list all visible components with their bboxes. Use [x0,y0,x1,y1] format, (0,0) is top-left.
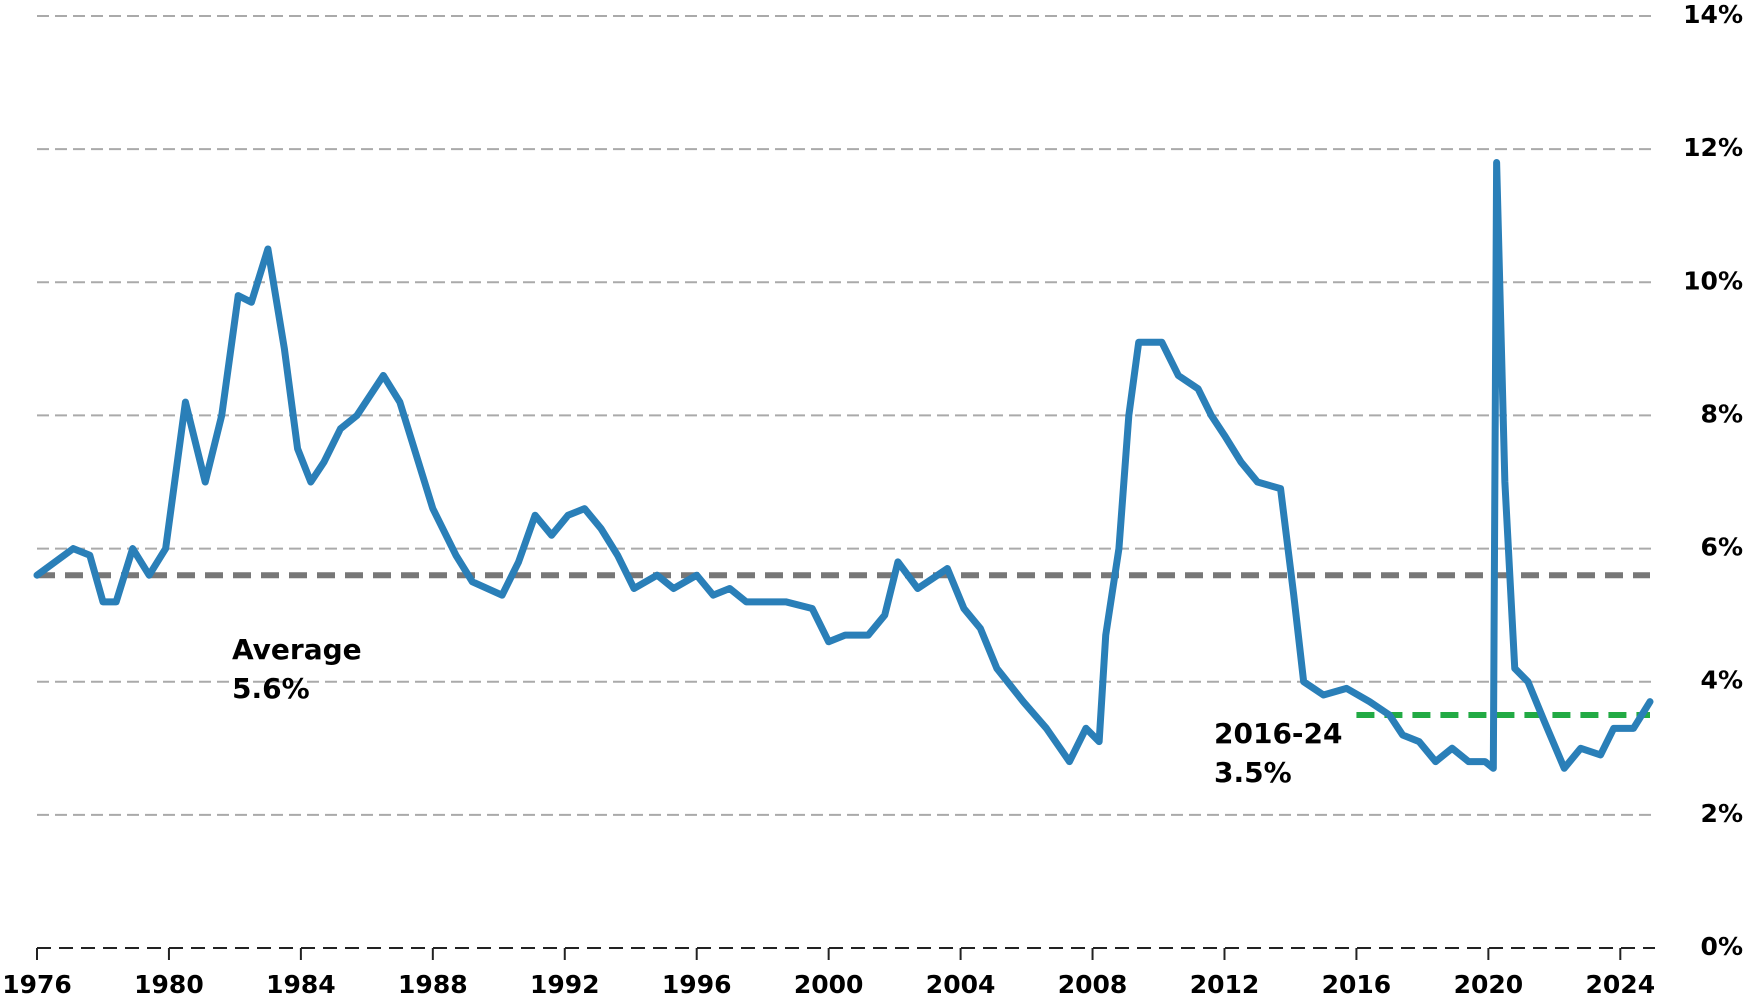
y-tick-label: 14% [1683,0,1743,29]
x-tick-label: 2024 [1586,970,1656,999]
x-tick-label: 1980 [134,970,204,999]
x-tick-label: 1992 [530,970,600,999]
y-tick-label: 0% [1701,932,1743,961]
annotation-name: Average [232,633,362,666]
x-tick-label: 1996 [662,970,732,999]
x-tick-label: 2020 [1454,970,1524,999]
y-tick-label: 4% [1701,666,1743,695]
data-line [33,158,1654,772]
y-tick-label: 8% [1701,399,1743,428]
y-tick-label: 6% [1701,533,1743,562]
x-tick-label: 2016 [1322,970,1392,999]
x-tick-label: 2012 [1190,970,1260,999]
y-tick-label: 2% [1701,799,1743,828]
x-tick-label: 2008 [1058,970,1128,999]
annotation-name: 2016-24 [1214,717,1343,750]
annotation-value: 3.5% [1214,756,1292,789]
y-tick-label: 10% [1683,266,1743,295]
annotation-value: 5.6% [232,672,310,705]
x-tick-label: 2000 [794,970,864,999]
y-tick-label: 12% [1683,133,1743,162]
x-tick-label: 1976 [2,970,72,999]
x-tick-label: 1984 [266,970,336,999]
x-tick-label: 1988 [398,970,468,999]
x-tick-label: 2004 [926,970,996,999]
